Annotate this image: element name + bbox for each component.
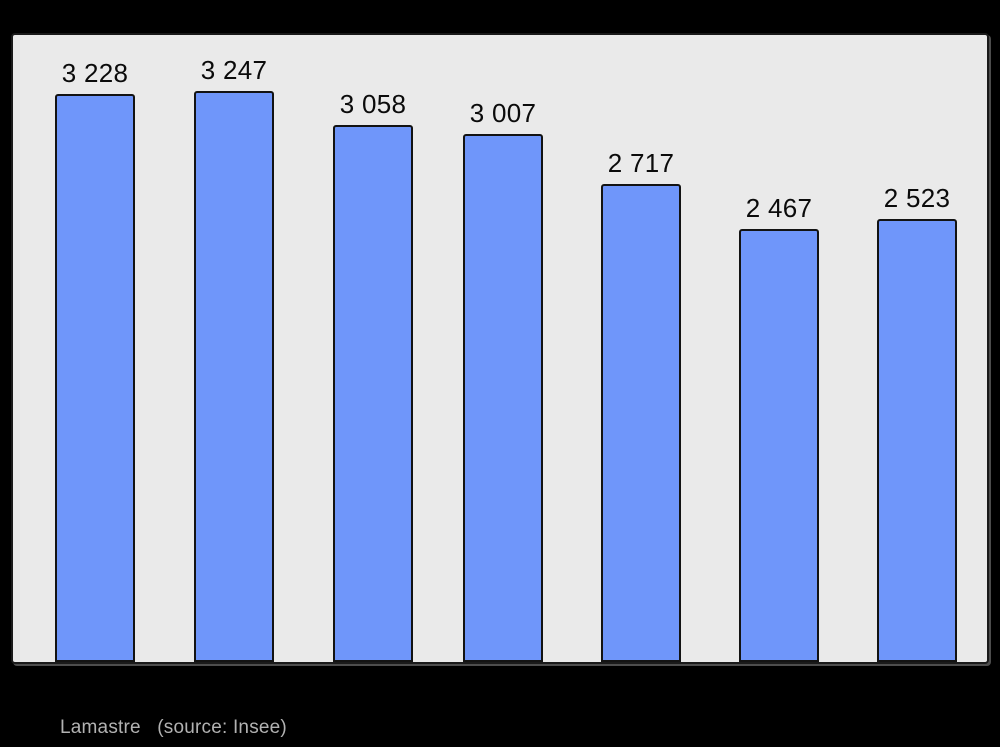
- chart-panel: 3 228 3 247 3 058 3 007 2 717 2 467 2 52…: [11, 33, 989, 664]
- bar-value-label: 3 058: [339, 89, 407, 119]
- bar-rect[interactable]: [601, 184, 681, 662]
- bar-rect[interactable]: [877, 219, 957, 662]
- plot-area: 3 228 3 247 3 058 3 007 2 717 2 467 2 52…: [13, 35, 987, 662]
- bar-rect[interactable]: [55, 94, 135, 662]
- bar-value-label: 2 717: [607, 148, 675, 178]
- bar-value-label: 3 007: [469, 98, 537, 128]
- bar-rect[interactable]: [194, 91, 274, 662]
- bar-rect[interactable]: [739, 229, 819, 662]
- bar-rect[interactable]: [463, 134, 543, 662]
- bar-value-label: 2 523: [883, 183, 951, 213]
- bar-value-label: 3 228: [61, 58, 129, 88]
- bar-rect[interactable]: [333, 125, 413, 662]
- bar-value-label: 2 467: [745, 193, 813, 223]
- bar-value-label: 3 247: [200, 55, 268, 85]
- footer-caption: Lamastre (source: Insee): [60, 717, 287, 738]
